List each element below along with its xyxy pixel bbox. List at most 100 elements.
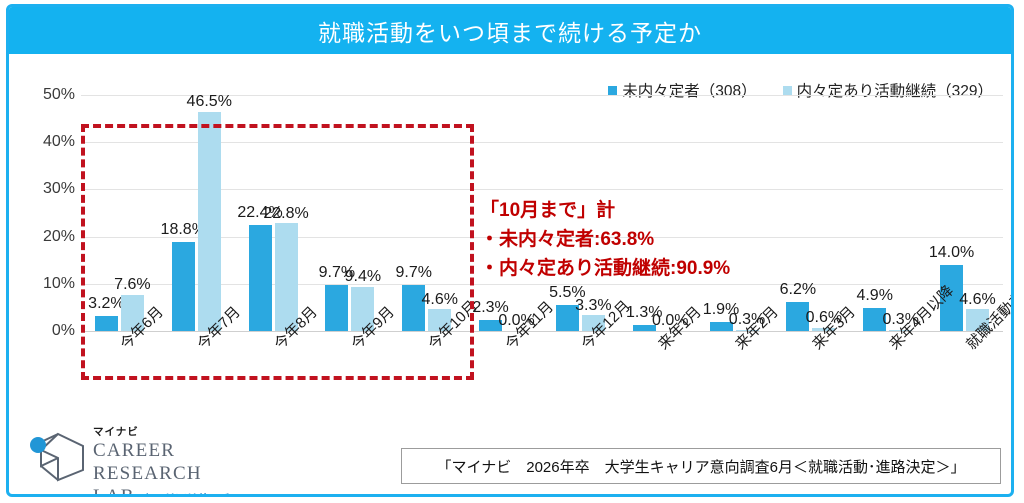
bar[interactable]: 9.4% xyxy=(345,268,381,331)
bar[interactable]: 22.4% xyxy=(237,205,283,331)
bar[interactable]: 4.6% xyxy=(421,291,458,331)
annotation-line-2: ・未内々定者:63.8% xyxy=(480,228,655,250)
chart-card: 就職活動をいつ頃まで続ける予定か 未内々定者（308） 内々定あり活動継続（329… xyxy=(6,4,1014,497)
y-tick-50: 50% xyxy=(42,86,75,103)
logo-brand: マイナビ xyxy=(93,426,139,438)
annotation-line-1: 「10月まで」計 xyxy=(480,200,616,221)
plot-canvas: 3.2% 7.6% 18.8% 46.5% 22.4% 22.8% 9.7% 9.4% 9.7%… xyxy=(81,93,1003,332)
title-bar: 就職活動をいつ頃まで続ける予定か xyxy=(9,7,1011,54)
gridline-10 xyxy=(81,283,1003,285)
bar-group: 4.9% 0.3% xyxy=(849,95,926,331)
bar[interactable]: 46.5% xyxy=(187,93,232,331)
legend-swatch-series-1 xyxy=(608,85,618,95)
bar[interactable]: 4.9% xyxy=(856,287,893,331)
bar-group: 9.7% 9.4% xyxy=(311,95,388,331)
bar-value-label: 1.9% xyxy=(702,301,740,319)
gridline-0 xyxy=(81,331,1003,332)
bar-value-label: 4.6% xyxy=(421,290,458,308)
bar-group: 22.4% 22.8% xyxy=(235,95,312,331)
gridline-40 xyxy=(81,142,1003,144)
bar[interactable]: 7.6% xyxy=(114,277,151,331)
y-tick-30: 30% xyxy=(42,180,75,198)
bar-value-label: 0.6% xyxy=(805,309,843,327)
bar-value-label: 0.0% xyxy=(651,312,689,330)
bar[interactable]: 1.3% xyxy=(626,304,662,331)
bar-value-label: 0.0% xyxy=(498,312,535,330)
bar[interactable]: 14.0% xyxy=(929,244,974,331)
bar-value-label: 0.3% xyxy=(728,310,766,328)
logo-line-2: LAB xyxy=(93,486,135,497)
annotation-until-october: 「10月まで」計 ・未内々定者:63.8% ・内々定あり活動継続:90.9% xyxy=(480,197,730,284)
logo-line-1: CAREER RESEARCH xyxy=(93,440,202,485)
y-tick-0: 0% xyxy=(51,322,75,339)
bar-groups: 3.2% 7.6% 18.8% 46.5% 22.4% 22.8% 9.7% 9.4% 9.7%… xyxy=(81,93,1003,331)
x-tick-cell: 就職活動を中止した xyxy=(926,246,1011,457)
bar[interactable]: 4.6% xyxy=(959,291,996,331)
bar-group: 6.2% 0.6% xyxy=(772,95,849,331)
logo-cube-icon xyxy=(27,430,89,482)
plot-area: 0% 10% 20% 30% 40% 50% 3.2% 7.6% 18.8% 46.5% 22.4… xyxy=(9,54,1011,494)
bar[interactable]: 0.3% xyxy=(729,311,765,331)
bar-group: 18.8% 46.5% xyxy=(158,93,235,331)
bar-value-label: 22.4% xyxy=(237,204,283,222)
x-tick-cell: 来年4月以降 xyxy=(849,282,957,457)
bar[interactable]: 5.5% xyxy=(549,284,586,331)
bar-value-label: 6.2% xyxy=(779,280,817,298)
y-axis-labels: 0% 10% 20% 30% 40% 50% xyxy=(21,86,75,339)
bar-value-label: 1.3% xyxy=(625,304,663,322)
bar[interactable]: 6.2% xyxy=(780,281,816,331)
bar-value-label: 2.3% xyxy=(472,299,509,317)
bar-group: 5.5% 3.3% xyxy=(542,95,619,331)
mynavi-career-research-lab-logo: マイナビ CAREER RESEARCH LAB キャリアリサーチLab xyxy=(27,424,267,494)
bar-value-label: 3.3% xyxy=(575,296,612,314)
logo-sub: キャリアリサーチLab xyxy=(143,490,251,494)
bar[interactable]: 22.8% xyxy=(263,205,309,331)
bar[interactable]: 3.3% xyxy=(575,297,612,331)
gridline-30 xyxy=(81,189,1003,191)
bar[interactable]: 0.3% xyxy=(882,311,919,331)
logo-wordmark: マイナビ CAREER RESEARCH LAB キャリアリサーチLab xyxy=(93,424,267,497)
bar-value-label: 4.6% xyxy=(959,290,996,308)
annotation-line-3: ・内々定あり活動継続:90.9% xyxy=(480,257,731,279)
bar-value-label: 7.6% xyxy=(114,276,151,294)
bar[interactable]: 18.8% xyxy=(161,222,206,331)
legend-swatch-series-2 xyxy=(782,85,792,95)
bar[interactable]: 0.6% xyxy=(806,310,842,331)
bar-group: 3.2% 7.6% xyxy=(81,95,158,331)
bar-value-label: 46.5% xyxy=(186,92,232,110)
bar[interactable]: 2.3% xyxy=(472,300,509,331)
bar[interactable]: 9.7% xyxy=(395,265,432,331)
bar-value-label: 0.3% xyxy=(882,310,919,328)
x-tick-cell: 今年12月 xyxy=(542,298,634,457)
x-tick-cell: 来年3月 xyxy=(772,303,859,457)
x-tick-cell: 来年1月 xyxy=(619,303,705,457)
bar-value-label: 9.7% xyxy=(395,264,432,282)
source-note: 「マイナビ 2026年卒 大学生キャリア意向調査6月＜就職活動･進路決定＞」 xyxy=(401,448,1001,484)
x-tick-cell: 今年10月 xyxy=(388,298,481,457)
bar-value-label: 18.8% xyxy=(160,221,206,239)
bar-value-label: 9.4% xyxy=(344,267,382,285)
bar-group: 1.9% 0.3% xyxy=(696,95,773,331)
bar-group: 2.3% 0.0% xyxy=(465,95,542,331)
bar-value-label: 22.8% xyxy=(263,204,309,222)
y-tick-10: 10% xyxy=(42,274,75,292)
bar[interactable]: 9.7% xyxy=(319,265,355,331)
page-title: 就職活動をいつ頃まで続ける予定か xyxy=(318,19,702,46)
bar[interactable]: 1.9% xyxy=(703,301,739,331)
source-note-text: 「マイナビ 2026年卒 大学生キャリア意向調査6月＜就職活動･進路決定＞」 xyxy=(436,458,966,476)
bar-value-label: 3.2% xyxy=(88,295,125,313)
x-tick-cell: 来年2月 xyxy=(696,303,782,457)
bar-value-label: 9.7% xyxy=(318,264,356,282)
bar[interactable]: 3.2% xyxy=(88,295,125,331)
bar-value-label: 5.5% xyxy=(549,284,586,302)
gridline-50 xyxy=(81,95,1003,96)
bar-value-label: 14.0% xyxy=(928,244,975,262)
y-tick-40: 40% xyxy=(42,133,75,151)
gridline-20 xyxy=(81,236,1003,238)
bar-group: 1.3% 0.0% xyxy=(619,95,696,331)
bar-group: 14.0% 4.6% xyxy=(926,95,1003,331)
x-tick-cell: 今年9月 xyxy=(311,303,398,457)
bar-value-label: 4.9% xyxy=(856,287,893,305)
y-tick-20: 20% xyxy=(42,227,75,245)
